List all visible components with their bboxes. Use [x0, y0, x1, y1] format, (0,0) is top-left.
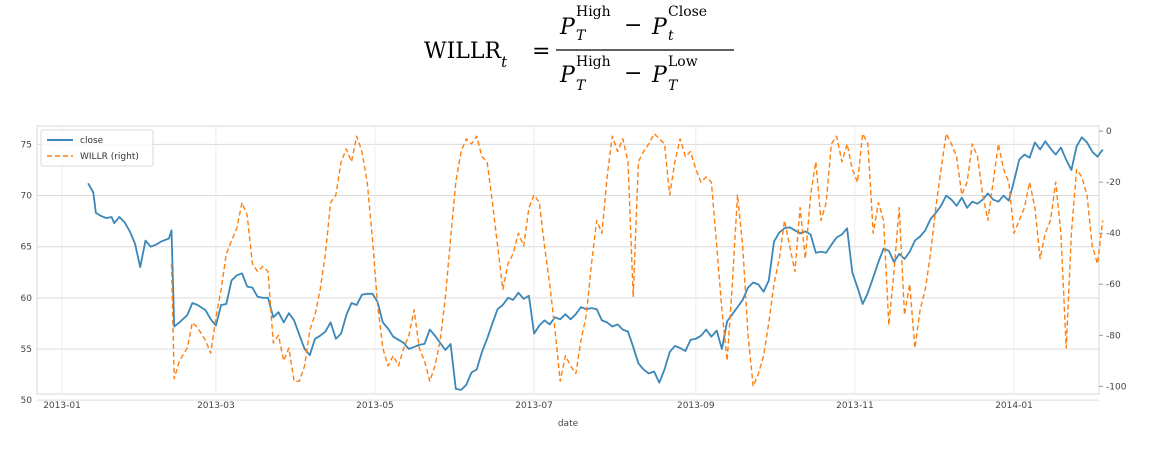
- formula-num-p2-sub: t: [668, 28, 674, 44]
- y-right-tick-label: -20: [1106, 178, 1121, 188]
- y-right-tick-label: -60: [1106, 280, 1121, 290]
- x-tick-labels: 2013-01 2013-03 2013-05 2013-07 2013-09 2013-…: [43, 401, 1033, 411]
- formula-lhs: WILLR: [424, 39, 503, 64]
- formula-den-p2-sup: Low: [668, 54, 698, 70]
- x-tick-label: 2013-11: [836, 401, 874, 411]
- legend: close WILLR (right): [40, 129, 154, 167]
- y-left-tick-label: 65: [21, 243, 32, 253]
- y-left-tick-label: 75: [21, 140, 32, 150]
- formula-equals: =: [532, 39, 550, 64]
- legend-close-label: close: [80, 136, 104, 146]
- formula-den-p2: P: [651, 63, 668, 88]
- y-left-tick-labels: 50 55 60 65 70 75: [21, 140, 33, 406]
- x-tick-label: 2013-07: [515, 401, 553, 411]
- y-left-tick-label: 55: [21, 345, 32, 355]
- x-tick-label: 2013-03: [197, 401, 235, 411]
- y-right-tick-label: -100: [1106, 382, 1127, 392]
- x-axis-label: date: [558, 419, 579, 429]
- willr-series-line: [170, 133, 1104, 387]
- plot-frame: [36, 125, 1100, 395]
- y-right-tick-label: -40: [1106, 229, 1121, 239]
- formula-numerator: P High T − P Close t: [559, 4, 707, 44]
- y-right-tick-labels: 0 -20 -40 -60 -80 -100: [1099, 127, 1127, 392]
- formula-den-p1-sup: High: [576, 54, 611, 70]
- y-right-tick-label: 0: [1106, 127, 1112, 137]
- x-tick-label: 2014-01: [995, 401, 1033, 411]
- close-series-line: [87, 136, 1104, 391]
- formula-denominator: P High T − P Low T: [559, 54, 698, 94]
- svg-text:WILLRt: WILLRt: [424, 39, 508, 71]
- formula-num-p1-sup: High: [576, 4, 611, 20]
- series-layer: [87, 133, 1104, 391]
- willr-chart: 2013-01 2013-03 2013-05 2013-07 2013-09 2013-…: [21, 125, 1127, 429]
- y-left-tick-label: 50: [21, 396, 33, 406]
- formula-den-p2-sub: T: [668, 78, 679, 94]
- formula-num-p1: P: [559, 15, 576, 40]
- grid-lines: [37, 126, 1099, 401]
- formula-den-p1-sub: T: [576, 78, 587, 94]
- legend-willr-label: WILLR (right): [80, 152, 139, 162]
- y-left-tick-label: 70: [21, 192, 33, 202]
- formula-den-minus: −: [624, 61, 642, 86]
- formula-den-p1: P: [559, 63, 576, 88]
- y-left-tick-label: 60: [21, 294, 33, 304]
- y-right-tick-label: -80: [1106, 331, 1121, 341]
- x-tick-label: 2013-05: [356, 401, 394, 411]
- formula-num-p2-sup: Close: [668, 4, 707, 20]
- x-tick-label: 2013-01: [43, 401, 81, 411]
- formula-num-p1-sub: T: [576, 28, 587, 44]
- x-tick-label: 2013-09: [677, 401, 715, 411]
- formula-lhs-sub: t: [501, 53, 508, 71]
- willr-formula: WILLRt = P High T − P Close t P High T −…: [424, 4, 734, 94]
- formula-num-p2: P: [651, 15, 668, 40]
- formula-num-minus: −: [624, 13, 642, 38]
